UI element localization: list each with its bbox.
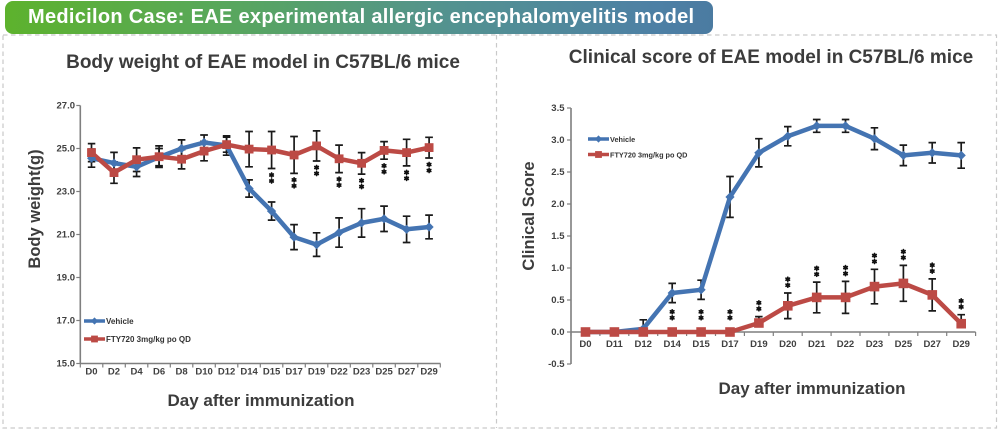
svg-text:D22: D22 (330, 367, 347, 378)
svg-text:D12: D12 (218, 367, 235, 378)
svg-text:D8: D8 (176, 367, 188, 378)
svg-text:Body weight(g): Body weight(g) (26, 149, 44, 268)
svg-text:21.0: 21.0 (57, 230, 76, 241)
svg-text:FTY720 3mg/kg po QD: FTY720 3mg/kg po QD (106, 335, 191, 344)
svg-text:D17: D17 (721, 339, 738, 350)
svg-text:D17: D17 (285, 367, 302, 378)
svg-text:Day after immunization: Day after immunization (167, 391, 354, 410)
svg-text:D6: D6 (153, 367, 165, 378)
svg-text:1.0: 1.0 (551, 263, 564, 274)
svg-text:D20: D20 (779, 339, 796, 350)
svg-text:D27: D27 (398, 367, 415, 378)
svg-text:19.0: 19.0 (57, 273, 76, 284)
svg-text:D10: D10 (195, 367, 212, 378)
svg-text:2.0: 2.0 (551, 199, 564, 210)
svg-text:D0: D0 (579, 339, 591, 350)
svg-text:D23: D23 (353, 367, 370, 378)
svg-text:25.0: 25.0 (57, 144, 76, 155)
svg-text:D15: D15 (263, 367, 281, 378)
svg-text:Day after immunization: Day after immunization (718, 379, 905, 398)
svg-text:Clinical Score: Clinical Score (520, 161, 538, 270)
svg-text:D4: D4 (131, 367, 144, 378)
svg-text:D2: D2 (108, 367, 120, 378)
svg-text:D14: D14 (240, 367, 258, 378)
svg-text:2.5: 2.5 (551, 167, 565, 178)
svg-text:-0.5: -0.5 (548, 359, 565, 370)
svg-text:D25: D25 (375, 367, 393, 378)
svg-text:1.5: 1.5 (551, 231, 565, 242)
svg-text:D27: D27 (923, 339, 940, 350)
svg-text:Clinical score of EAE model in: Clinical score of EAE model in C57BL/6 m… (569, 47, 973, 68)
svg-text:D19: D19 (308, 367, 325, 378)
svg-text:0.5: 0.5 (551, 295, 565, 306)
svg-text:27.0: 27.0 (57, 101, 76, 112)
svg-text:17.0: 17.0 (57, 316, 76, 327)
svg-text:FTY720 3mg/kg po QD: FTY720 3mg/kg po QD (610, 150, 687, 159)
svg-text:Vehicle: Vehicle (106, 317, 134, 326)
svg-text:15.0: 15.0 (57, 359, 76, 370)
svg-text:D29: D29 (420, 367, 437, 378)
svg-text:D14: D14 (663, 339, 681, 350)
svg-text:Vehicle: Vehicle (610, 135, 635, 144)
svg-text:D29: D29 (952, 339, 969, 350)
svg-text:D12: D12 (634, 339, 651, 350)
svg-text:23.0: 23.0 (57, 187, 76, 198)
svg-text:D22: D22 (837, 339, 854, 350)
svg-text:D19: D19 (750, 339, 767, 350)
svg-text:Body weight of EAE model in C5: Body weight of EAE model in C57BL/6 mice (66, 52, 460, 73)
svg-text:D0: D0 (85, 367, 97, 378)
svg-text:D25: D25 (895, 339, 913, 350)
svg-text:D11: D11 (606, 339, 624, 350)
svg-text:0.0: 0.0 (551, 327, 564, 338)
svg-text:3.0: 3.0 (551, 135, 564, 146)
svg-text:D21: D21 (808, 339, 826, 350)
svg-text:D23: D23 (866, 339, 883, 350)
svg-text:D15: D15 (692, 339, 710, 350)
svg-text:3.5: 3.5 (551, 103, 565, 114)
